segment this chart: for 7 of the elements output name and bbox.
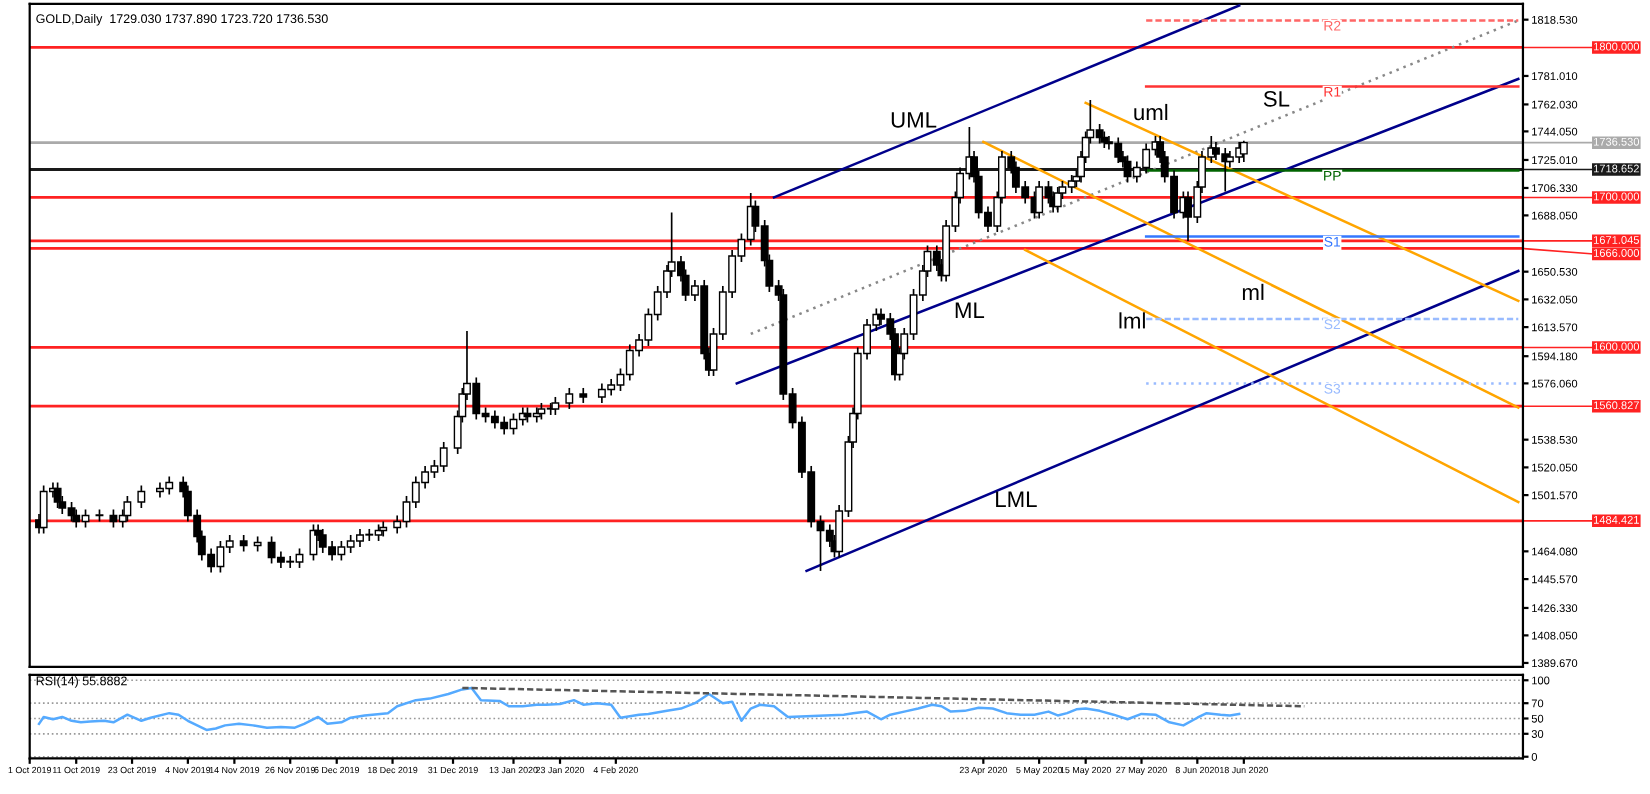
annotation: UML: [891, 112, 937, 128]
annotation: LML: [996, 491, 1037, 507]
annotation: ml: [1242, 283, 1264, 300]
annotation: uml: [1134, 103, 1168, 121]
annotation: SL: [1263, 91, 1290, 107]
annotation: lml: [1119, 312, 1145, 329]
annotation: ML: [955, 302, 985, 318]
